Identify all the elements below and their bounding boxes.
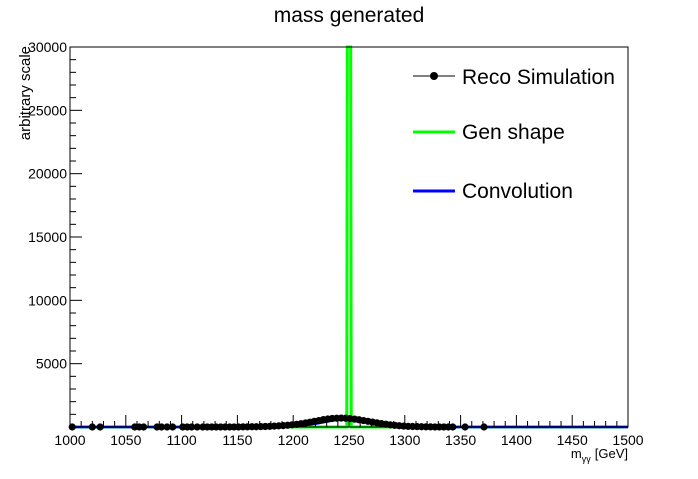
legend-entry-convolution: Convolution <box>413 180 573 203</box>
x-tick-label: 1300 <box>389 432 420 448</box>
series-reco-simulation <box>68 414 488 431</box>
x-tick-label: 1350 <box>445 432 476 448</box>
y-tick-label: 20000 <box>28 166 67 182</box>
x-axis-label-unit: [GeV] <box>595 446 628 461</box>
y-axis-label: arbitrary scale <box>17 46 34 140</box>
x-tick-label: 1400 <box>501 432 532 448</box>
legend-entry-reco: Reco Simulation <box>413 66 615 89</box>
x-tick-label: 1150 <box>222 432 252 448</box>
x-axis-label-main: m <box>571 446 582 461</box>
x-tick-label: 1000 <box>54 432 85 448</box>
legend-conv-label: Convolution <box>462 180 573 203</box>
y-tick-label: 15000 <box>28 229 67 245</box>
y-tick-label: 25000 <box>28 102 67 118</box>
legend: Reco Simulation Gen shape Convolution <box>413 66 615 203</box>
legend-entry-gen: Gen shape <box>413 121 565 144</box>
y-tick-label: 5000 <box>36 356 67 372</box>
legend-reco-marker <box>430 72 438 80</box>
x-axis-label: mγγ [GeV] <box>571 446 628 464</box>
y-axis: 5000 10000 15000 20000 25000 30000 <box>28 39 82 428</box>
x-axis: 1000 1050 1100 1150 1200 1250 1300 1350 1400 1450… <box>54 415 644 448</box>
chart-title: mass generated <box>274 4 425 27</box>
y-tick-label: 30000 <box>28 39 67 55</box>
x-tick-label: 1450 <box>557 432 588 448</box>
x-tick-label: 1250 <box>333 432 364 448</box>
x-tick-label: 1100 <box>167 432 197 448</box>
x-tick-label: 1500 <box>612 432 643 448</box>
x-axis-label-subscript: γγ <box>582 454 592 464</box>
y-tick-label: 10000 <box>28 292 67 308</box>
x-tick-label: 1050 <box>110 432 141 448</box>
legend-gen-label: Gen shape <box>462 121 565 144</box>
legend-reco-label: Reco Simulation <box>462 66 615 89</box>
x-tick-label: 1200 <box>278 432 309 448</box>
